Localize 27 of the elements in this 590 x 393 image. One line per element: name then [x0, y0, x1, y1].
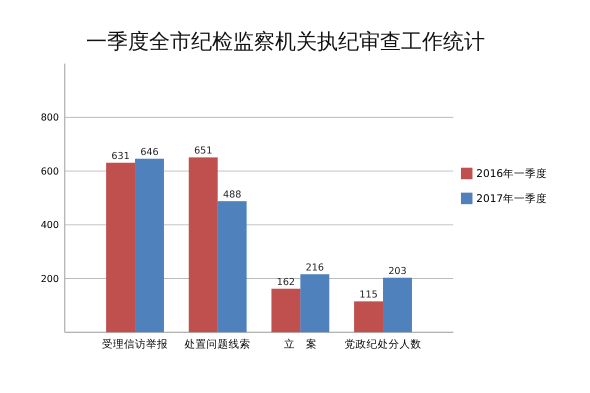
chart-title: 一季度全市纪检监察机关执纪审查工作统计 [86, 28, 485, 54]
data-label: 488 [223, 189, 242, 200]
x-tick-label: 党政纪处分人数 [344, 338, 422, 351]
legend-label: 2017年一季度 [476, 192, 548, 206]
bar [218, 201, 247, 332]
bar [135, 158, 164, 332]
data-label: 162 [276, 276, 296, 288]
x-tick-label: 立 案 [284, 338, 317, 351]
y-tick-label: 200 [40, 274, 60, 285]
legend-label: 2016年一季度 [476, 167, 548, 180]
y-tick-label: 600 [40, 166, 60, 178]
x-tick-label: 处置问题线索 [184, 338, 251, 351]
bar [271, 288, 300, 332]
data-label: 216 [306, 262, 324, 274]
y-tick-label: 400 [40, 220, 60, 232]
data-label: 646 [140, 146, 159, 158]
data-label: 651 [194, 146, 212, 157]
data-label: 631 [111, 150, 130, 162]
x-tick-label: 受理信访举报 [102, 338, 168, 351]
bar [383, 278, 412, 332]
bar [106, 162, 136, 332]
bar [188, 157, 218, 332]
data-label: 115 [359, 290, 378, 301]
bar [300, 274, 330, 332]
data-label: 203 [388, 266, 407, 277]
y-tick-label: 800 [40, 112, 60, 124]
bar [354, 301, 384, 332]
